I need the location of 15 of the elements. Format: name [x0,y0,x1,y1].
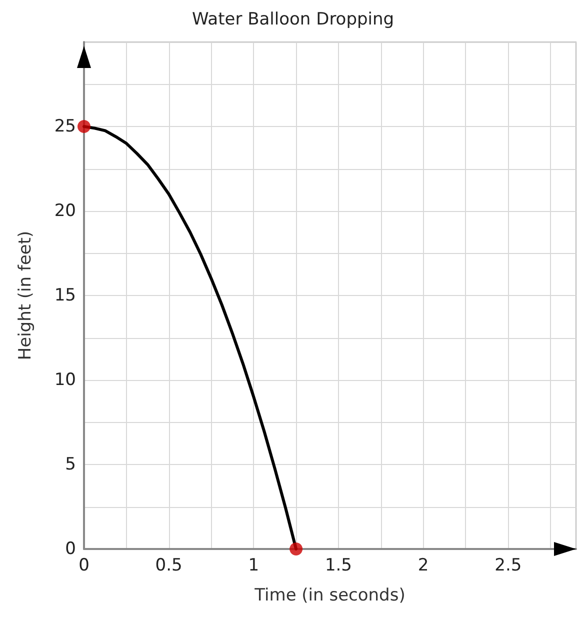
x-tick-label: 0 [78,556,90,576]
y-tick-label: 5 [65,454,76,474]
y-tick-label: 20 [54,201,76,221]
y-axis-title: Height (in feet) [16,230,36,360]
y-tick-label: 10 [54,370,76,390]
x-tick-label: 1 [248,556,260,576]
y-tick-label: 25 [54,116,76,136]
chart-title: Water Balloon Dropping [192,10,394,30]
y-tick-label: 0 [65,539,76,559]
x-tick-label: 2.5 [494,556,522,576]
x-tick-label: 1.5 [324,556,352,576]
x-tick-label: 0.5 [155,556,182,576]
x-tick-label: 2 [418,556,429,576]
x-axis-title: Time (in seconds) [254,586,406,606]
y-tick-label: 15 [54,286,76,306]
